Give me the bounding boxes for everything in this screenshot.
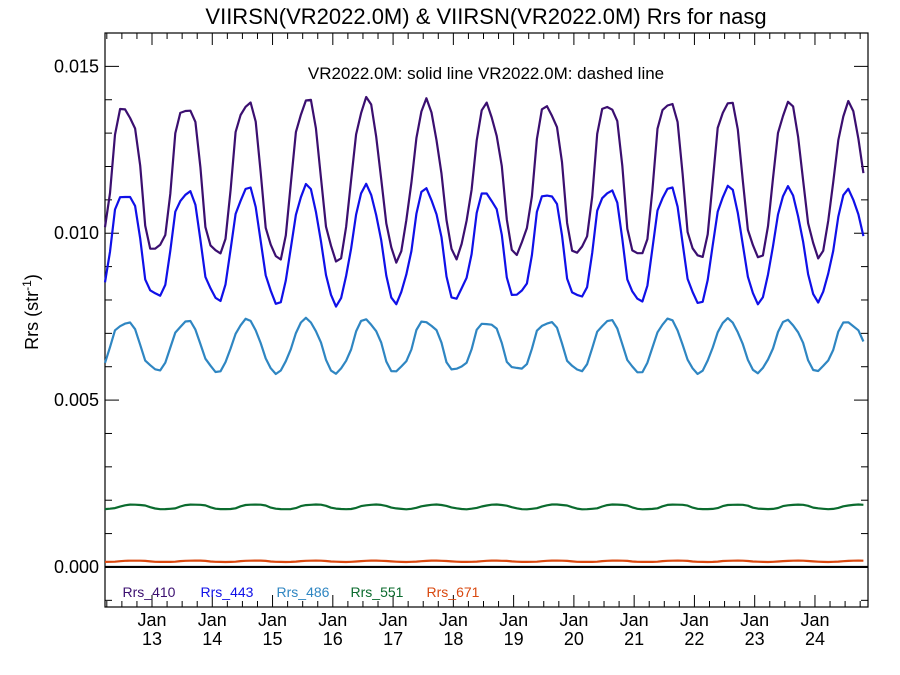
x-tick-year: 16	[323, 629, 343, 649]
x-tick-year: 15	[263, 629, 283, 649]
y-tick-label: 0.015	[54, 56, 99, 76]
x-tick-year: 19	[504, 629, 524, 649]
x-tick-year: 17	[383, 629, 403, 649]
x-tick-year: 21	[624, 629, 644, 649]
plot-frame	[104, 32, 869, 608]
x-tick-month: Jan	[318, 610, 347, 630]
y-tick-label: 0.005	[54, 390, 99, 410]
y-tick-label: 0.010	[54, 223, 99, 243]
series-line-rrs-410	[103, 95, 865, 264]
legend-item: Rrs_410	[123, 584, 176, 600]
x-tick-month: Jan	[499, 610, 528, 630]
legend-item: Rrs_443	[201, 584, 254, 600]
x-tick-month: Jan	[559, 610, 588, 630]
x-tick-month: Jan	[137, 610, 166, 630]
x-tick-year: 18	[443, 629, 463, 649]
x-tick-year: 22	[684, 629, 704, 649]
x-tick-year: 14	[202, 629, 222, 649]
x-tick-month: Jan	[198, 610, 227, 630]
x-tick-month: Jan	[680, 610, 709, 630]
x-tick-year: 23	[745, 629, 765, 649]
x-tick-month: Jan	[379, 610, 408, 630]
line-style-annotation: VR2022.0M: solid line VR2022.0M: dashed …	[308, 64, 664, 83]
legend-item: Rrs_486	[277, 584, 330, 600]
x-tick-month: Jan	[258, 610, 287, 630]
chart-title: VIIRSN(VR2022.0M) & VIIRSN(VR2022.0M) Rr…	[205, 4, 766, 29]
plot-area: 0.0000.0050.0100.015Jan13Jan14Jan15Jan16…	[54, 32, 869, 649]
x-tick-year: 24	[805, 629, 825, 649]
y-tick-label: 0.000	[54, 557, 99, 577]
y-axis-label: Rrs (str-1)	[20, 274, 42, 350]
legend-item: Rrs_671	[427, 584, 480, 600]
series-line-rrs-671	[104, 559, 864, 564]
series-line-rrs-443	[103, 182, 865, 308]
x-tick-month: Jan	[800, 610, 829, 630]
legend-item: Rrs_551	[351, 584, 404, 600]
x-tick-month: Jan	[439, 610, 468, 630]
x-tick-year: 20	[564, 629, 584, 649]
legend: Rrs_410 Rrs_443 Rrs_486 Rrs_551 Rrs_671	[123, 584, 480, 600]
x-tick-year: 13	[142, 629, 162, 649]
series-line-rrs-486	[103, 316, 865, 376]
x-tick-month: Jan	[620, 610, 649, 630]
x-tick-month: Jan	[740, 610, 769, 630]
series-line-rrs-551	[104, 503, 864, 511]
